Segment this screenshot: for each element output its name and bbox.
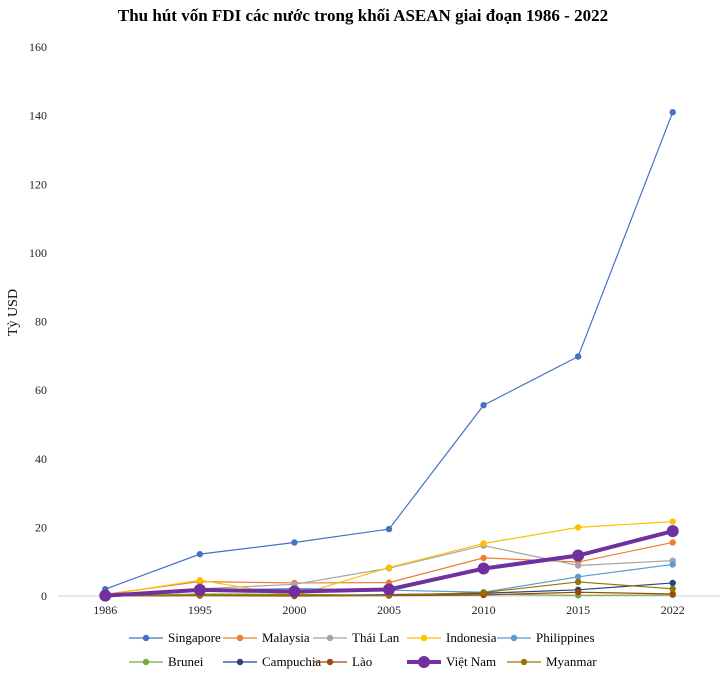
point-philippines bbox=[574, 573, 582, 580]
x-tick-label: 1995 bbox=[188, 603, 212, 617]
point-myanmar bbox=[480, 589, 487, 596]
chart-title: Thu hút vốn FDI các nước trong khối ASEA… bbox=[117, 6, 609, 25]
legend-swatch bbox=[313, 658, 347, 666]
legend-item: Brunei bbox=[128, 652, 203, 672]
series-line-singapore bbox=[105, 111, 674, 590]
y-tick-label: 0 bbox=[41, 589, 47, 603]
point-việt-nam bbox=[99, 589, 112, 602]
legend-item: Campuchia bbox=[222, 652, 321, 672]
legend-label: Brunei bbox=[168, 654, 204, 669]
legend-swatch bbox=[313, 634, 347, 642]
point-indonesia bbox=[196, 577, 204, 584]
legend-swatch bbox=[129, 634, 163, 642]
legend-item: Việt Nam bbox=[406, 652, 496, 672]
point-indonesia bbox=[574, 524, 582, 531]
point-việt-nam bbox=[383, 583, 395, 596]
y-tick-label: 20 bbox=[35, 520, 47, 534]
x-tick-label: 2022 bbox=[661, 603, 685, 617]
point-thái-lan bbox=[574, 562, 582, 569]
legend-swatch bbox=[407, 656, 441, 668]
legend-label: Philippines bbox=[536, 630, 595, 645]
point-indonesia bbox=[385, 564, 393, 571]
legend-item: Lào bbox=[312, 652, 372, 672]
point-indonesia bbox=[480, 540, 487, 547]
x-tick-label: 1986 bbox=[93, 603, 117, 617]
legend-item: Philippines bbox=[496, 628, 595, 648]
y-tick-label: 160 bbox=[29, 40, 47, 54]
point-indonesia bbox=[669, 518, 676, 525]
legend-label: Việt Nam bbox=[446, 654, 497, 669]
point-việt-nam bbox=[193, 583, 206, 596]
y-tick-label: 40 bbox=[35, 452, 47, 466]
legend-label: Thái Lan bbox=[352, 630, 400, 645]
point-việt-nam bbox=[666, 525, 679, 538]
legend-item: Thái Lan bbox=[312, 628, 399, 648]
point-singapore bbox=[291, 539, 298, 546]
y-tick-label: 100 bbox=[29, 246, 47, 260]
y-tick-label: 140 bbox=[29, 109, 47, 123]
point-singapore bbox=[669, 108, 676, 116]
point-việt-nam bbox=[572, 549, 585, 562]
x-tick-label: 2010 bbox=[472, 603, 496, 617]
point-malaysia bbox=[669, 539, 676, 546]
point-philippines bbox=[669, 561, 676, 568]
legend-item: Singapore bbox=[128, 628, 221, 648]
legend-label: Singapore bbox=[168, 630, 221, 645]
legend-swatch bbox=[223, 658, 257, 666]
point-singapore bbox=[196, 550, 204, 558]
point-myanmar bbox=[574, 578, 582, 586]
legend-swatch bbox=[223, 634, 257, 642]
legend-label: Indonesia bbox=[446, 630, 497, 645]
point-việt-nam bbox=[477, 562, 490, 575]
legend-item: Indonesia bbox=[406, 628, 497, 648]
legend-label: Campuchia bbox=[262, 654, 322, 669]
point-việt-nam bbox=[288, 585, 301, 598]
point-lào bbox=[669, 590, 676, 598]
point-campuchia bbox=[669, 579, 676, 587]
x-tick-label: 2015 bbox=[566, 603, 590, 617]
y-tick-label: 80 bbox=[35, 315, 47, 329]
legend-label: Malaysia bbox=[262, 630, 310, 645]
legend-label: Myanmar bbox=[546, 654, 597, 669]
legend-item: Malaysia bbox=[222, 628, 310, 648]
y-tick-label: 120 bbox=[29, 177, 47, 191]
legend-swatch bbox=[507, 658, 541, 666]
x-tick-label: 2000 bbox=[282, 603, 306, 617]
point-singapore bbox=[574, 353, 582, 360]
legend-swatch bbox=[497, 634, 531, 642]
legend-label: Lào bbox=[352, 654, 373, 669]
y-tick-label: 60 bbox=[35, 383, 47, 397]
legend-swatch bbox=[407, 634, 441, 642]
point-myanmar bbox=[669, 585, 676, 592]
legend-swatch bbox=[129, 658, 163, 666]
point-lào bbox=[574, 589, 582, 596]
x-tick-label: 2005 bbox=[377, 603, 401, 617]
point-singapore bbox=[385, 525, 393, 533]
point-malaysia bbox=[480, 554, 487, 562]
point-singapore bbox=[480, 402, 487, 409]
legend-item: Myanmar bbox=[506, 652, 597, 672]
